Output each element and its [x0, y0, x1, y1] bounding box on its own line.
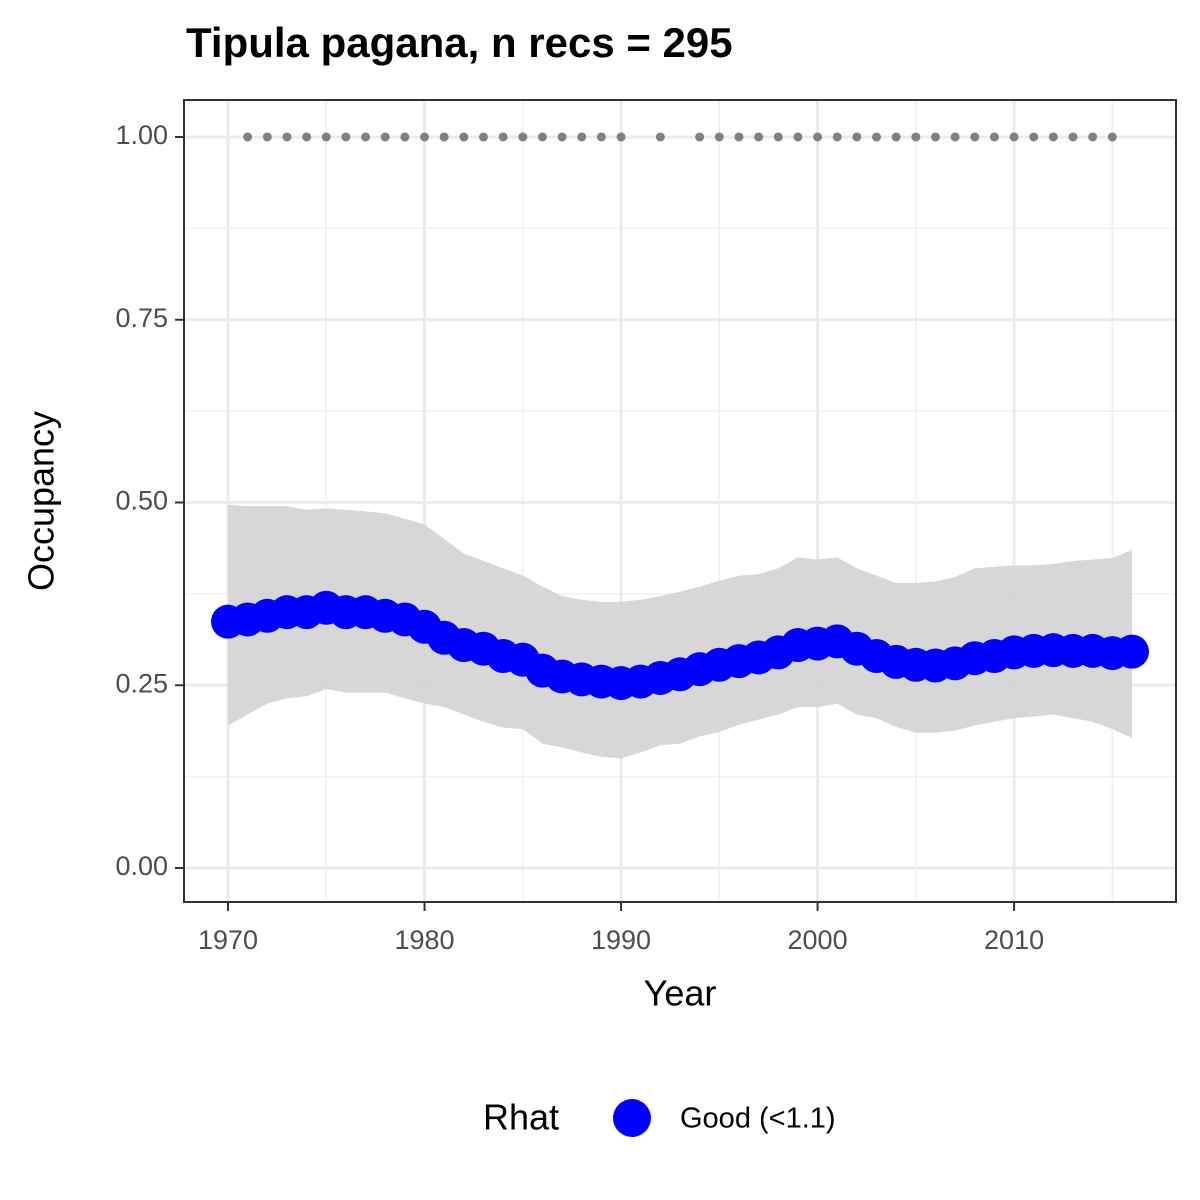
record-point [813, 132, 823, 142]
record-point [557, 132, 567, 142]
record-point [989, 132, 999, 142]
record-point [930, 132, 940, 142]
x-tick-label: 1970 [198, 925, 258, 955]
record-point [891, 132, 901, 142]
legend-title: Rhat [483, 1097, 559, 1138]
record-point [832, 132, 842, 142]
record-point [616, 132, 626, 142]
x-tick-label: 1980 [394, 925, 454, 955]
chart-title: Tipula pagana, n recs = 295 [186, 19, 733, 66]
record-point [302, 132, 312, 142]
record-point [754, 132, 764, 142]
record-point [596, 132, 606, 142]
record-point [773, 132, 783, 142]
y-tick-label: 0.75 [115, 303, 168, 333]
panel-border [183, 99, 1177, 903]
legend-label: Good (<1.1) [680, 1103, 836, 1135]
record-point [695, 132, 705, 142]
record-point [439, 132, 449, 142]
record-point [911, 132, 921, 142]
record-point [459, 132, 469, 142]
y-tick-label: 1.00 [115, 120, 168, 150]
record-point [341, 132, 351, 142]
record-point [577, 132, 587, 142]
record-point [734, 132, 744, 142]
y-axis-title: Occupancy [21, 411, 62, 591]
record-point [852, 132, 862, 142]
record-point [1029, 132, 1039, 142]
point [1114, 634, 1149, 669]
record-point [537, 132, 547, 142]
record-point [518, 132, 528, 142]
record-point [380, 132, 390, 142]
record-point [1088, 132, 1098, 142]
record-point [655, 132, 665, 142]
record-point [321, 132, 331, 142]
record-point [970, 132, 980, 142]
x-axis-title: Year [644, 973, 717, 1014]
record-point [400, 132, 410, 142]
confidence-band [228, 504, 1132, 759]
y-tick-label: 0.00 [115, 851, 168, 881]
record-point [361, 132, 371, 142]
record-point [872, 132, 882, 142]
record-point [478, 132, 488, 142]
y-tick-label: 0.25 [115, 668, 168, 698]
y-tick-label: 0.50 [115, 486, 168, 516]
record-point [1048, 132, 1058, 142]
x-tick-label: 2000 [788, 925, 848, 955]
record-point [498, 132, 508, 142]
x-tick-label: 2010 [984, 925, 1044, 955]
record-point [262, 132, 272, 142]
record-point [243, 132, 253, 142]
record-point [1009, 132, 1019, 142]
record-point [282, 132, 292, 142]
legend-key [613, 1099, 651, 1137]
record-point [420, 132, 430, 142]
record-point [950, 132, 960, 142]
record-point [1107, 132, 1117, 142]
x-tick-label: 1990 [591, 925, 651, 955]
record-point [793, 132, 803, 142]
record-point [714, 132, 724, 142]
record-point [1068, 132, 1078, 142]
